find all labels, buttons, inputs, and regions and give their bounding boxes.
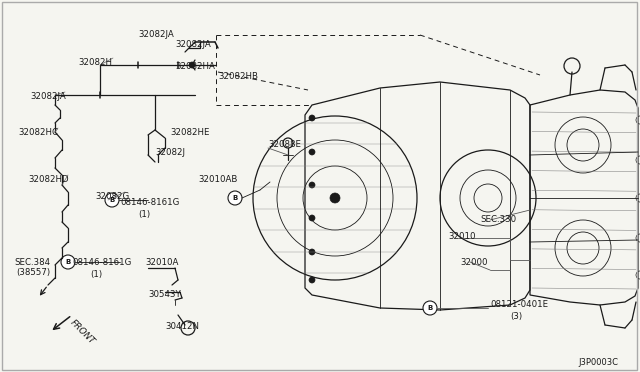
Text: 32082J: 32082J — [155, 148, 185, 157]
Circle shape — [330, 193, 340, 203]
Circle shape — [309, 249, 315, 255]
Circle shape — [309, 277, 315, 283]
Text: 32082HC: 32082HC — [18, 128, 58, 137]
Circle shape — [228, 191, 242, 205]
Text: 32082HE: 32082HE — [170, 128, 209, 137]
Text: 30412N: 30412N — [165, 322, 199, 331]
Text: B: B — [428, 305, 433, 311]
Text: 32010A: 32010A — [145, 258, 179, 267]
Text: 32082HD: 32082HD — [28, 175, 68, 184]
Circle shape — [61, 255, 75, 269]
Text: 08121-0401E: 08121-0401E — [490, 300, 548, 309]
Circle shape — [309, 115, 315, 121]
Text: (3): (3) — [510, 312, 522, 321]
Text: 32010: 32010 — [448, 232, 476, 241]
Text: 32082G: 32082G — [95, 192, 129, 201]
Circle shape — [105, 193, 119, 207]
Circle shape — [189, 62, 195, 68]
Text: 32082HB: 32082HB — [218, 72, 258, 81]
Text: B: B — [232, 195, 237, 201]
Text: 32010AB: 32010AB — [198, 175, 237, 184]
Text: 32088E: 32088E — [268, 140, 301, 149]
Text: 08146-8161G: 08146-8161G — [72, 258, 131, 267]
Text: (38557): (38557) — [16, 268, 50, 277]
Text: J3P0003C: J3P0003C — [578, 358, 618, 367]
Text: (1): (1) — [90, 270, 102, 279]
Circle shape — [309, 149, 315, 155]
Circle shape — [423, 301, 437, 315]
Text: FRONT: FRONT — [68, 318, 96, 346]
Text: 30543Y: 30543Y — [148, 290, 180, 299]
Text: (1): (1) — [138, 210, 150, 219]
Text: B: B — [65, 259, 70, 265]
Text: 32000: 32000 — [460, 258, 488, 267]
Circle shape — [309, 182, 315, 188]
Text: 32082H: 32082H — [78, 58, 112, 67]
Text: 32082HA: 32082HA — [175, 62, 215, 71]
Text: SEC.330: SEC.330 — [480, 215, 516, 224]
Text: SEC.384: SEC.384 — [14, 258, 50, 267]
Text: B: B — [109, 197, 115, 203]
Circle shape — [309, 215, 315, 221]
Text: 32082JA: 32082JA — [30, 92, 66, 101]
Text: 32082JA: 32082JA — [175, 40, 211, 49]
Text: 08146-8161G: 08146-8161G — [120, 198, 179, 207]
Text: 32082JA: 32082JA — [138, 30, 173, 39]
